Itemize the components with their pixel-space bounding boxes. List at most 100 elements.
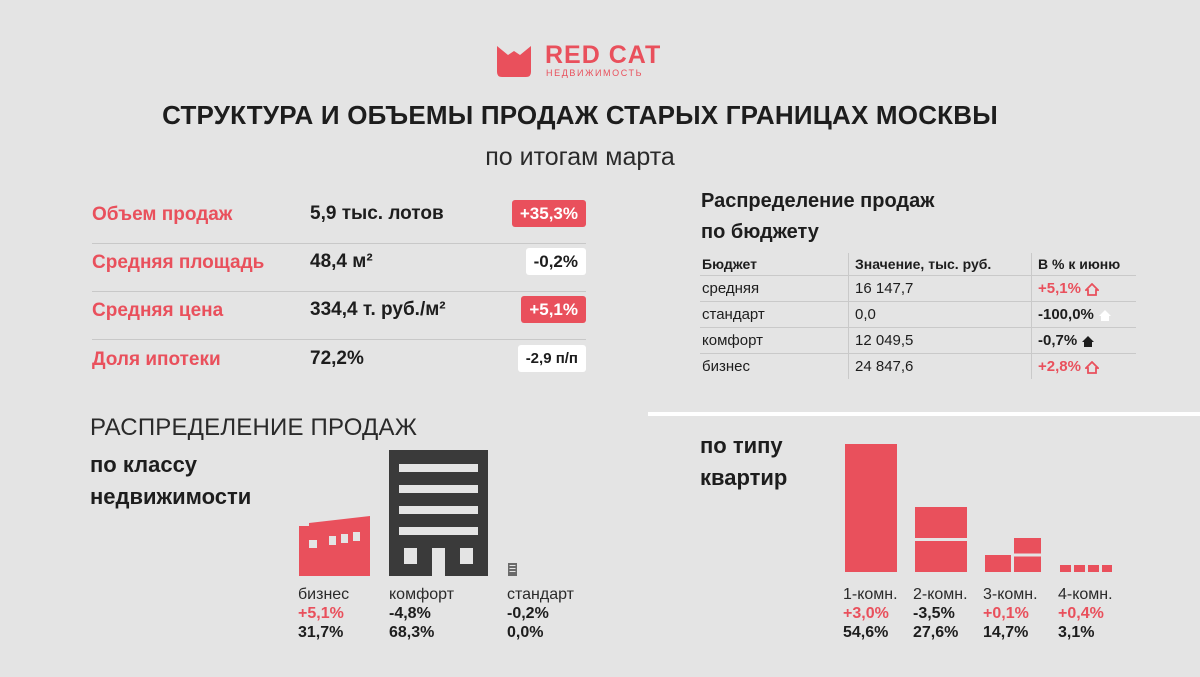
budget-value: 16 147,7 [848, 275, 1032, 302]
budget-table: Бюджет Значение, тыс. руб. В % к июню ср… [700, 253, 1136, 379]
apt-type-change: +0,4% [1058, 605, 1104, 622]
table-row: бизнес 24 847,6 +2,8% [700, 353, 1136, 379]
kpi-value: 72,2% [310, 348, 364, 369]
home-up-icon [1084, 282, 1099, 296]
kpi-value: 48,4 м² [310, 251, 373, 272]
apt-type-name: 4-комн. [1058, 586, 1113, 603]
home-up-icon [1084, 360, 1099, 374]
apt-bar-segment [985, 555, 1011, 572]
class-share: 31,7% [298, 624, 344, 641]
business-class-building-icon [299, 516, 370, 576]
kpi-change-badge: +35,3% [511, 200, 586, 227]
budget-change-text: +5,1% [1038, 280, 1081, 297]
apt-type-share: 27,6% [913, 624, 959, 641]
kpi-change-badge: +5,1% [521, 296, 586, 323]
budget-name: средняя [700, 275, 849, 302]
class-change: +5,1% [298, 605, 344, 622]
kpi-divider [92, 243, 586, 244]
section-divider [648, 412, 1200, 416]
kpi-label: Доля ипотеки [92, 349, 221, 370]
apt-bar-3 [985, 538, 1041, 572]
apt-type-share: 54,6% [843, 624, 889, 641]
apt-caption-1: 1-комн. +3,0% 54,6% [843, 585, 898, 642]
budget-change-text: -0,7% [1038, 332, 1078, 349]
class-name: комфорт [389, 586, 455, 603]
home-down-icon [1098, 309, 1111, 321]
apt-type-share: 3,1% [1058, 624, 1095, 641]
class-change: -0,2% [507, 605, 549, 622]
class-section-subheading: по классу недвижимости [90, 449, 251, 513]
table-row: средняя 16 147,7 +5,1% [700, 275, 1136, 302]
kpi-row-area: Средняя площадь 48,4 м² -0,2% [92, 244, 586, 292]
class-caption-standard: стандарт -0,2% 0,0% [507, 585, 574, 642]
budget-title-line: по бюджету [701, 221, 819, 243]
class-subheading-line: недвижимости [90, 484, 252, 509]
kpi-row-mortgage: Доля ипотеки 72,2% -2,9 п/п [92, 341, 586, 389]
class-caption-business: бизнес +5,1% 31,7% [298, 585, 349, 642]
apt-type-share: 14,7% [983, 624, 1029, 641]
apartment-heading-line: по типу [700, 433, 783, 458]
class-caption-comfort: комфорт -4,8% 68,3% [389, 585, 454, 642]
kpi-label: Объем продаж [92, 204, 233, 225]
logo-subtitle: НЕДВИЖИМОСТЬ [546, 68, 644, 78]
budget-value: 12 049,5 [848, 327, 1032, 354]
budget-change-text: -100,0% [1038, 306, 1094, 323]
budget-change: -0,7% [1031, 327, 1136, 354]
logo-name: RED CAT [545, 41, 662, 69]
kpi-divider [92, 291, 586, 292]
budget-name: комфорт [700, 327, 849, 354]
apt-type-change: +3,0% [843, 605, 889, 622]
page-title: СТРУКТУРА И ОБЪЕМЫ ПРОДАЖ СТАРЫХ ГРАНИЦА… [162, 100, 998, 130]
apt-caption-3: 3-комн. +0,1% 14,7% [983, 585, 1038, 642]
apt-caption-2: 2-комн. -3,5% 27,6% [913, 585, 968, 642]
apt-type-change: -3,5% [913, 605, 955, 622]
kpi-row-price: Средняя цена 334,4 т. руб./м² +5,1% [92, 292, 586, 340]
column-header: Значение, тыс. руб. [848, 253, 1032, 276]
apt-bar-2 [915, 507, 967, 572]
budget-title: Распределение продаж по бюджету [701, 186, 934, 248]
apt-type-name: 2-комн. [913, 586, 968, 603]
class-share: 68,3% [389, 624, 435, 641]
apartment-heading-line: квартир [700, 465, 788, 490]
budget-name: стандарт [700, 301, 849, 328]
home-down-icon [1082, 335, 1095, 347]
budget-title-line: Распределение продаж [701, 190, 935, 212]
budget-change: -100,0% [1031, 301, 1136, 328]
kpi-label: Средняя цена [92, 300, 224, 321]
page-subtitle: по итогам марта [485, 143, 675, 171]
apartment-section-heading: по типу квартир [700, 430, 787, 494]
class-section-heading: РАСПРЕДЕЛЕНИЕ ПРОДАЖ [90, 414, 418, 441]
budget-name: бизнес [700, 353, 849, 379]
red-cat-logo-icon [497, 46, 531, 77]
comfort-class-building-icon [389, 450, 488, 576]
class-change: -4,8% [389, 605, 431, 622]
budget-value: 24 847,6 [848, 353, 1032, 379]
apt-bar-1 [845, 444, 897, 572]
budget-value: 0,0 [848, 301, 1032, 328]
column-header: Бюджет [700, 253, 849, 276]
standard-class-building-icon [508, 563, 517, 576]
budget-change: +5,1% [1031, 275, 1136, 302]
kpi-change-badge: -0,2% [525, 248, 586, 275]
apt-bar-segment [1014, 538, 1041, 572]
apt-bar-4 [1060, 565, 1112, 572]
kpi-change-badge: -2,9 п/п [517, 345, 586, 372]
kpi-divider [92, 339, 586, 340]
apt-type-name: 3-комн. [983, 586, 1038, 603]
table-row: комфорт 12 049,5 -0,7% [700, 327, 1136, 354]
budget-change: +2,8% [1031, 353, 1136, 379]
apt-type-name: 1-комн. [843, 586, 898, 603]
table-row: стандарт 0,0 -100,0% [700, 301, 1136, 328]
class-name: стандарт [507, 586, 574, 603]
kpi-row-volume: Объем продаж 5,9 тыс. лотов +35,3% [92, 196, 586, 244]
class-name: бизнес [298, 586, 350, 603]
apt-caption-4: 4-комн. +0,4% 3,1% [1058, 585, 1113, 642]
kpi-label: Средняя площадь [92, 252, 265, 273]
class-subheading-line: по классу [90, 452, 198, 477]
class-share: 0,0% [507, 624, 544, 641]
apt-type-change: +0,1% [983, 605, 1029, 622]
table-header-row: Бюджет Значение, тыс. руб. В % к июню [700, 253, 1136, 276]
budget-change-text: +2,8% [1038, 358, 1081, 375]
kpi-value: 5,9 тыс. лотов [310, 203, 444, 224]
column-header: В % к июню [1038, 256, 1121, 272]
